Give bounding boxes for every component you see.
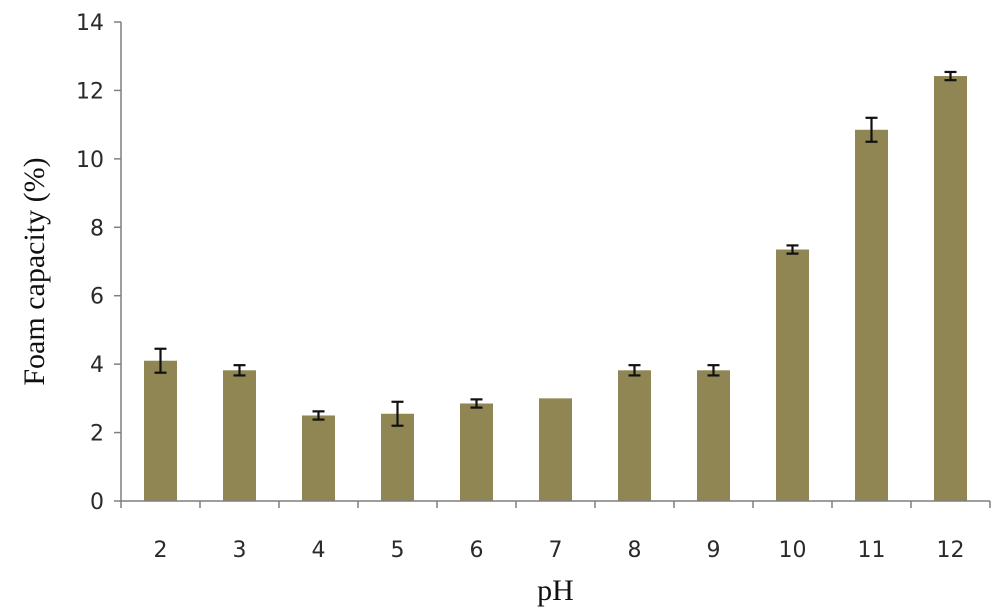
error-bars: [154, 70, 957, 427]
x-tick-label: 6: [470, 538, 484, 563]
bar-ph-4: [302, 415, 335, 501]
bar-ph-10: [776, 249, 809, 501]
x-tick-label: 4: [312, 538, 326, 563]
error-bar-ph-2: [154, 347, 167, 374]
x-axis-title: pH: [537, 574, 574, 607]
y-axis-ticks: 0 2 4 6 8 10 12 14: [76, 11, 121, 515]
y-tick-label: 10: [76, 148, 104, 173]
error-bar-ph-5: [391, 400, 404, 427]
bar-ph-6: [460, 403, 493, 501]
x-tick-label: 3: [233, 538, 247, 563]
x-tick-label: 10: [779, 538, 807, 563]
y-tick-label: 14: [76, 11, 104, 36]
error-bar-ph-8: [628, 364, 641, 377]
bars: [144, 76, 967, 502]
bar-ph-12: [934, 76, 967, 502]
error-bar-ph-3: [233, 364, 246, 377]
x-tick-label: 8: [628, 538, 642, 563]
x-tick-label: 12: [937, 538, 965, 563]
y-axis-title: Foam capacity (%): [18, 157, 51, 385]
error-bar-ph-11: [865, 116, 878, 143]
error-bar-ph-9: [707, 364, 720, 377]
y-tick-label: 0: [90, 490, 104, 515]
error-bar-ph-12: [944, 70, 957, 82]
bar-ph-8: [618, 370, 651, 501]
error-bar-ph-10: [786, 244, 799, 255]
x-tick-label: 9: [707, 538, 721, 563]
x-axis-ticks: 2 3 4 5 6 7 8 9 10 11 12: [120, 501, 991, 563]
error-bar-ph-6: [470, 398, 483, 409]
y-tick-label: 8: [90, 216, 104, 241]
bar-ph-5: [381, 413, 414, 501]
x-tick-label: 2: [154, 538, 168, 563]
x-tick-label: 7: [549, 538, 563, 563]
x-tick-label: 5: [391, 538, 405, 563]
bar-ph-11: [855, 129, 888, 501]
error-bar-ph-4: [312, 410, 325, 421]
bar-ph-3: [223, 370, 256, 501]
bar-ph-9: [697, 370, 730, 501]
bar-ph-7: [539, 398, 572, 501]
y-tick-label: 4: [90, 353, 104, 378]
x-tick-label: 11: [858, 538, 886, 563]
y-tick-label: 6: [90, 285, 104, 310]
bar-ph-2: [144, 360, 177, 501]
y-tick-label: 2: [90, 422, 104, 447]
y-tick-label: 12: [76, 79, 104, 104]
